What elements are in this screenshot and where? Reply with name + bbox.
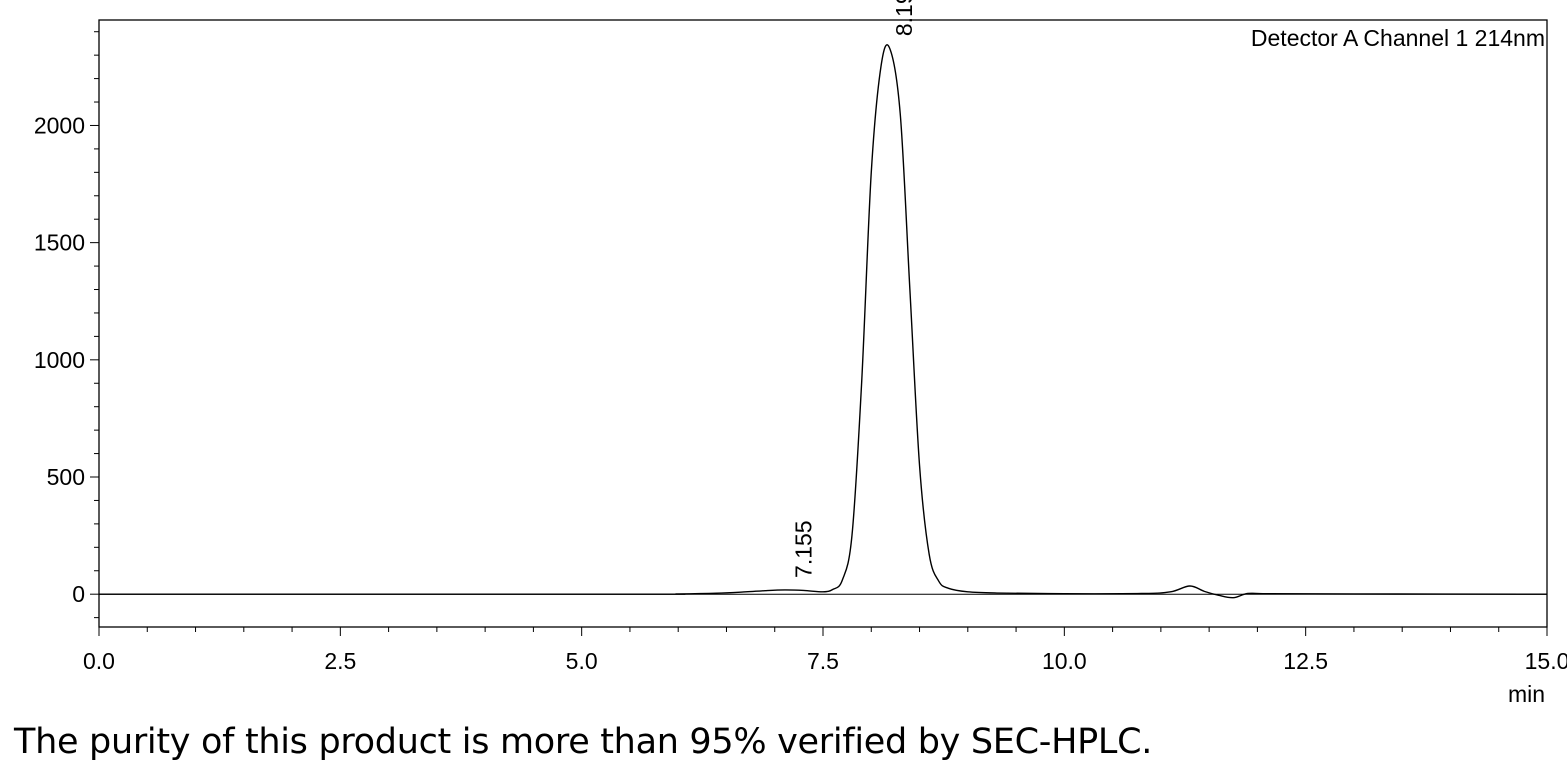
peak-label: 7.155 — [791, 520, 817, 578]
y-tick-label: 1000 — [34, 347, 85, 373]
x-tick-label: 7.5 — [807, 648, 839, 674]
legend-detector-label: Detector A Channel 1 214nm — [1251, 25, 1545, 51]
x-tick-label: 0.0 — [83, 648, 115, 674]
x-tick-label: 15.0 — [1525, 648, 1567, 674]
peak-labels: 7.155 8.193 — [791, 0, 917, 578]
y-tick-label: 1500 — [34, 230, 85, 256]
x-tick-label: 12.5 — [1283, 648, 1328, 674]
y-axis: 0 500 1000 1500 2000 — [34, 31, 99, 619]
x-axis-unit-label: min — [1508, 681, 1545, 707]
chromatogram-chart: 0.0 2.5 5.0 7.5 10.0 12.5 15.0 0 500 1000 1500 200… — [34, 0, 1567, 707]
x-tick-label: 2.5 — [324, 648, 356, 674]
y-tick-label: 2000 — [34, 112, 85, 138]
chromatogram-trace — [98, 44, 1548, 599]
y-tick-label: 0 — [72, 581, 85, 607]
x-tick-label: 5.0 — [566, 648, 598, 674]
peak-label: 8.193 — [891, 0, 917, 36]
x-tick-label: 10.0 — [1042, 648, 1087, 674]
plot-frame — [98, 19, 1548, 628]
x-axis: 0.0 2.5 5.0 7.5 10.0 12.5 15.0 — [83, 627, 1567, 674]
y-tick-label: 500 — [47, 464, 85, 490]
purity-caption: The purity of this product is more than … — [14, 722, 1153, 762]
